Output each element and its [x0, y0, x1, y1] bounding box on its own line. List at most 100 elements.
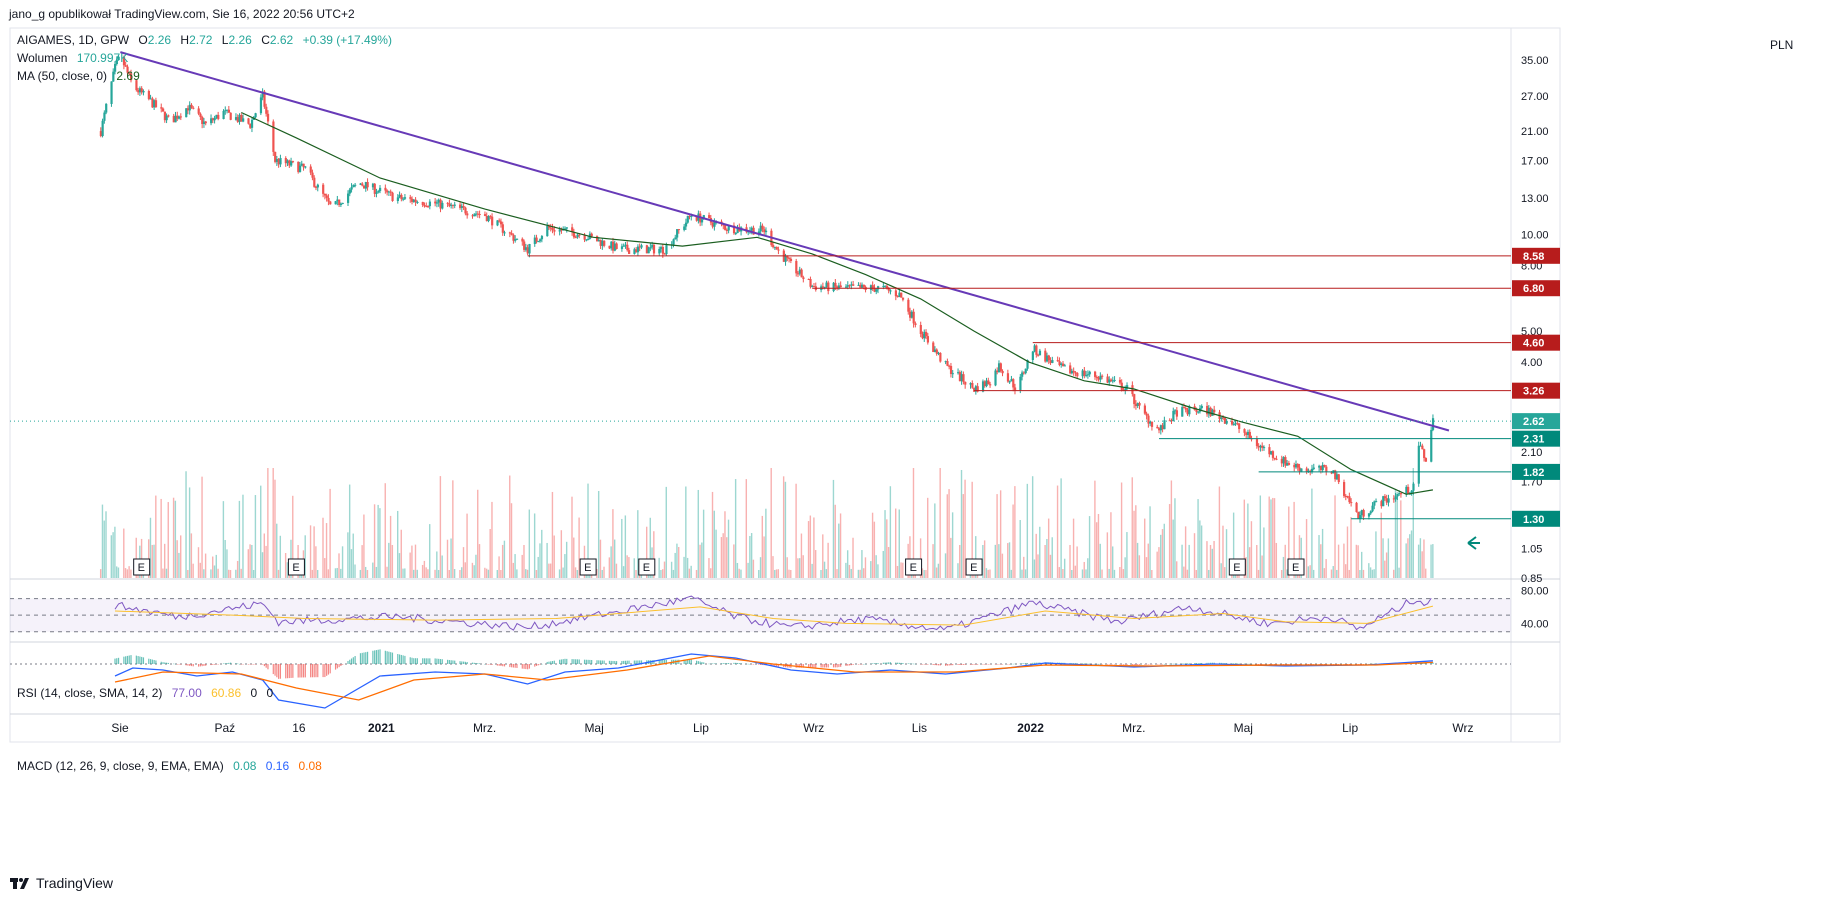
macd-histogram-bar — [292, 664, 294, 678]
candle — [386, 190, 389, 193]
descending-trendline[interactable] — [120, 51, 1450, 432]
earnings-marker[interactable] — [638, 558, 656, 576]
candle — [1424, 458, 1428, 462]
candle — [1072, 370, 1075, 373]
macd-histogram-bar — [263, 664, 266, 667]
candle — [949, 365, 953, 374]
macd-histogram-bar — [710, 663, 712, 665]
macd-histogram-bar — [1037, 662, 1039, 664]
volume-bar — [1311, 488, 1313, 578]
candle — [839, 285, 842, 288]
volume-bar — [240, 568, 242, 578]
tradingview-logo[interactable]: TradingView — [10, 875, 114, 891]
candle — [1421, 445, 1424, 450]
volume-bar — [637, 510, 639, 578]
macd-histogram-bar — [927, 664, 929, 665]
candle — [724, 225, 727, 230]
volume-bar — [117, 567, 120, 578]
volume-bar — [347, 532, 349, 578]
last-price-label: 2.62 — [1523, 416, 1544, 428]
volume-bar — [1062, 569, 1064, 578]
volume-bar — [946, 494, 948, 578]
candle — [316, 184, 319, 188]
volume-bar — [1305, 519, 1308, 578]
candle — [834, 282, 837, 287]
volume-bar — [334, 568, 337, 578]
candle — [676, 229, 679, 238]
volume-bar — [459, 569, 461, 578]
macd-histogram-bar — [1373, 663, 1375, 665]
macd-histogram-bar — [189, 664, 191, 666]
volume-bar — [491, 501, 493, 578]
macd-histogram-bar — [479, 663, 481, 664]
candle — [590, 233, 593, 237]
macd-histogram-bar — [1432, 662, 1434, 664]
macd-histogram-bar — [1261, 664, 1263, 665]
macd-histogram-bar — [1023, 663, 1025, 664]
candle — [612, 241, 615, 251]
macd-histogram-bar — [1322, 664, 1324, 665]
candle — [976, 386, 979, 392]
scroll-right-arrow-icon[interactable] — [1467, 536, 1480, 550]
macd-histogram-bar — [1211, 662, 1213, 664]
macd-histogram-bar — [1131, 664, 1133, 665]
ma50-line — [241, 111, 1433, 495]
candle — [322, 184, 325, 194]
volume-bar — [1083, 561, 1085, 578]
candle — [421, 201, 424, 206]
volume-bar — [1101, 569, 1103, 578]
earnings-marker[interactable] — [579, 558, 597, 576]
earnings-marker[interactable] — [287, 558, 305, 576]
macd-histogram-bar — [1307, 664, 1310, 665]
macd-histogram-bar — [173, 663, 175, 665]
macd-histogram-bar — [514, 664, 516, 668]
candle — [185, 108, 188, 118]
macd-histogram-bar — [1243, 663, 1246, 665]
candle — [674, 237, 677, 240]
volume-bar — [798, 558, 801, 578]
candle — [1044, 350, 1047, 362]
volume-bar — [752, 559, 755, 578]
price-tick-label: 35.00 — [1521, 55, 1549, 67]
candle — [889, 290, 892, 292]
rsi-legend-extra-2: 0 — [267, 686, 274, 700]
candle — [1337, 474, 1340, 483]
candle — [327, 197, 330, 202]
candle — [336, 199, 339, 202]
candle — [1223, 418, 1227, 424]
volume-bar — [948, 489, 950, 578]
earnings-marker[interactable] — [133, 558, 151, 576]
volume-bar — [235, 569, 237, 578]
volume-bar — [1170, 480, 1173, 578]
volume-bar — [1174, 498, 1176, 578]
candle — [1126, 385, 1129, 389]
candle — [263, 91, 266, 107]
volume-bar — [185, 471, 187, 578]
volume-bar — [336, 567, 338, 578]
candle — [261, 91, 264, 98]
macd-histogram-bar — [178, 664, 180, 665]
candle — [610, 241, 613, 249]
level-price-label: 3.26 — [1523, 386, 1544, 398]
macd-histogram-bar — [527, 664, 529, 670]
macd-histogram-bar — [612, 660, 614, 664]
macd-histogram-bar — [388, 651, 390, 664]
macd-histogram-bar — [534, 664, 536, 667]
macd-histogram-bar — [350, 658, 353, 664]
macd-histogram-bar — [911, 663, 913, 665]
volume-bar — [1320, 544, 1322, 578]
earnings-marker[interactable] — [965, 558, 983, 576]
volume-bar — [1120, 482, 1123, 578]
volume-bar — [713, 510, 715, 578]
candle — [464, 207, 467, 214]
volume-bar — [140, 538, 143, 578]
macd-histogram-bar — [952, 664, 954, 666]
macd-histogram-bar — [247, 664, 249, 665]
volume-bar — [188, 487, 191, 578]
candle — [1063, 365, 1066, 367]
earnings-marker[interactable] — [905, 558, 923, 576]
earnings-marker[interactable] — [1228, 558, 1246, 576]
candle — [1280, 458, 1283, 464]
earnings-marker[interactable] — [1287, 558, 1305, 576]
